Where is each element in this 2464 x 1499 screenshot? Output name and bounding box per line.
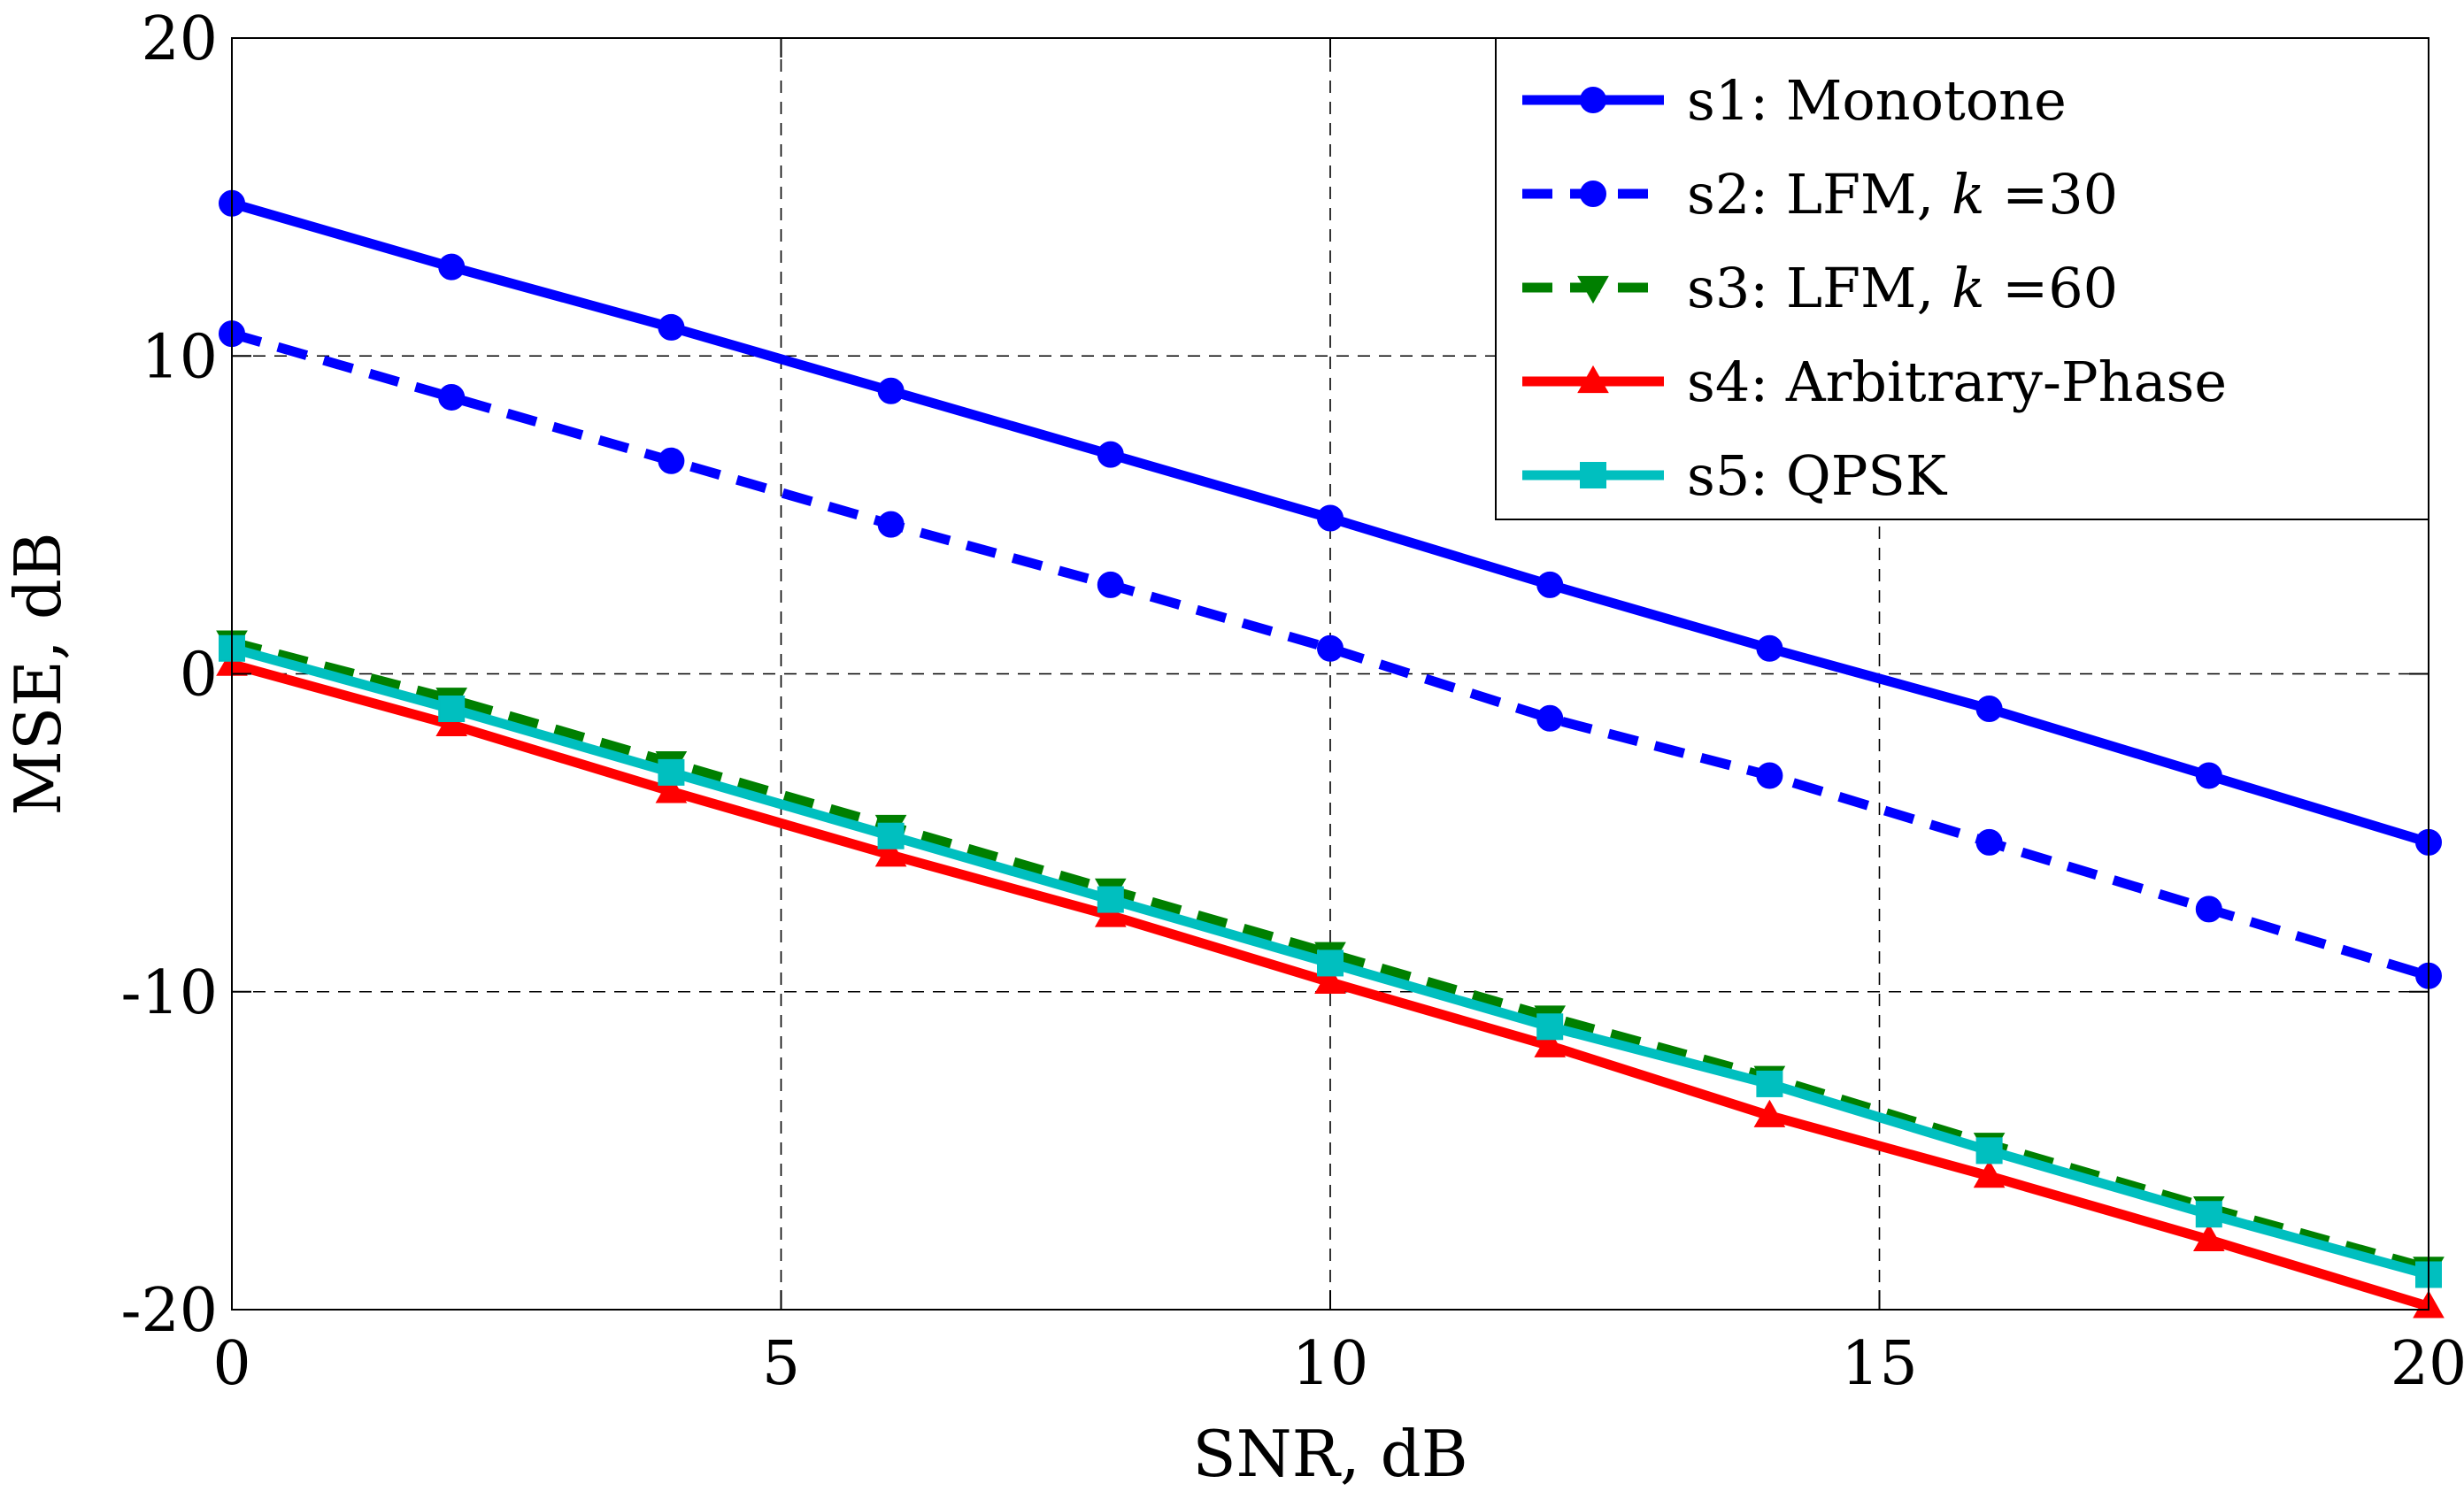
data-point-circle — [2195, 896, 2222, 923]
x-tick-label: 10 — [1292, 1329, 1369, 1399]
legend-label: s4: Arbitrary-Phase — [1687, 350, 2227, 414]
x-tick-label: 5 — [762, 1329, 800, 1399]
series-s4 — [216, 648, 2445, 1318]
y-tick-label: -20 — [120, 1276, 218, 1346]
legend-entry-s1: s1: Monotone — [1522, 68, 2067, 133]
data-point-square — [1097, 886, 1124, 913]
data-point-square — [658, 758, 685, 786]
legend-label-text: s3: LFM, — [1687, 256, 1952, 320]
legend-label-text: s4: Arbitrary-Phase — [1687, 350, 2227, 414]
axis-ticks: 0 5 10 15 20 -20 -10 0 10 20 — [120, 4, 2464, 1399]
data-point-triangle-up — [1534, 1029, 1567, 1057]
y-axis-label: MSE, dB — [1, 532, 75, 815]
legend-label-text: s5: QPSK — [1687, 443, 1948, 508]
data-point-circle — [1975, 696, 2003, 723]
data-point-circle — [1536, 704, 1564, 732]
series-group — [216, 189, 2445, 1318]
data-point-circle — [658, 447, 685, 474]
legend-label: s5: QPSK — [1687, 443, 1948, 508]
legend-label-italic: k — [1952, 256, 1985, 320]
legend: s1: Monotone s2: LFM, k =30 s3: LFM, k =60… — [1495, 37, 2429, 520]
data-point-circle — [2195, 762, 2222, 789]
legend-entry-s5: s5: QPSK — [1522, 443, 1948, 508]
data-point-triangle-up — [1577, 365, 1609, 394]
x-tick-label: 15 — [1841, 1329, 1918, 1399]
data-point-triangle-up — [1094, 899, 1127, 927]
data-point-circle — [1580, 181, 1606, 207]
data-point-circle — [1756, 762, 1783, 789]
legend-label-text: s2: LFM, — [1687, 162, 1952, 227]
data-point-circle — [1317, 634, 1344, 662]
data-point-square — [438, 696, 466, 723]
data-point-circle — [1097, 571, 1124, 598]
legend-label: s2: LFM, k =30 — [1687, 162, 2118, 227]
data-point-square — [1536, 1013, 1564, 1041]
data-point-circle — [877, 511, 905, 538]
y-tick-label: 0 — [180, 641, 218, 711]
data-point-square — [1317, 949, 1344, 977]
data-point-triangle-up — [655, 775, 688, 803]
data-point-circle — [438, 383, 466, 411]
data-point-circle — [1317, 504, 1344, 532]
data-point-triangle-up — [435, 708, 468, 737]
x-tick-label: 20 — [2391, 1329, 2464, 1399]
data-point-circle — [1756, 634, 1783, 662]
legend-box — [1495, 37, 2429, 520]
data-point-square — [1756, 1070, 1783, 1097]
y-tick-label: 20 — [141, 4, 218, 74]
data-point-triangle-up — [1314, 965, 1346, 995]
data-point-circle — [438, 253, 466, 281]
x-axis-label: SNR, dB — [1192, 1417, 1467, 1491]
x-tick-label: 0 — [212, 1329, 250, 1399]
data-point-square — [1580, 462, 1606, 488]
data-point-triangle-up — [874, 839, 907, 867]
legend-label-italic: k — [1952, 162, 1985, 227]
legend-entry-s3: s3: LFM, k =60 — [1522, 256, 2118, 320]
legend-entry-s4: s4: Arbitrary-Phase — [1522, 350, 2227, 414]
legend-label-suffix: =60 — [1985, 256, 2119, 320]
legend-label-suffix: =30 — [1985, 162, 2119, 227]
data-point-circle — [1580, 87, 1606, 113]
data-point-square — [2195, 1201, 2222, 1228]
data-point-triangle-down — [1577, 275, 1609, 304]
data-point-circle — [1975, 828, 2003, 856]
data-point-square — [1975, 1137, 2003, 1165]
data-point-circle — [658, 313, 685, 341]
data-point-circle — [877, 377, 905, 404]
data-point-circle — [1097, 441, 1124, 468]
legend-entry-s2: s2: LFM, k =30 — [1522, 162, 2118, 227]
data-point-triangle-up — [1973, 1159, 2006, 1188]
y-tick-label: -10 — [120, 958, 218, 1028]
legend-label: s3: LFM, k =60 — [1687, 256, 2118, 320]
series-s2 — [219, 320, 2442, 989]
y-tick-label: 10 — [141, 322, 218, 392]
legend-label-text: s1: Monotone — [1687, 68, 2067, 133]
legend-label: s1: Monotone — [1687, 68, 2067, 133]
data-point-triangle-up — [2192, 1223, 2225, 1252]
data-point-triangle-up — [1753, 1099, 1786, 1127]
data-point-circle — [1536, 571, 1564, 598]
data-point-square — [877, 822, 905, 849]
